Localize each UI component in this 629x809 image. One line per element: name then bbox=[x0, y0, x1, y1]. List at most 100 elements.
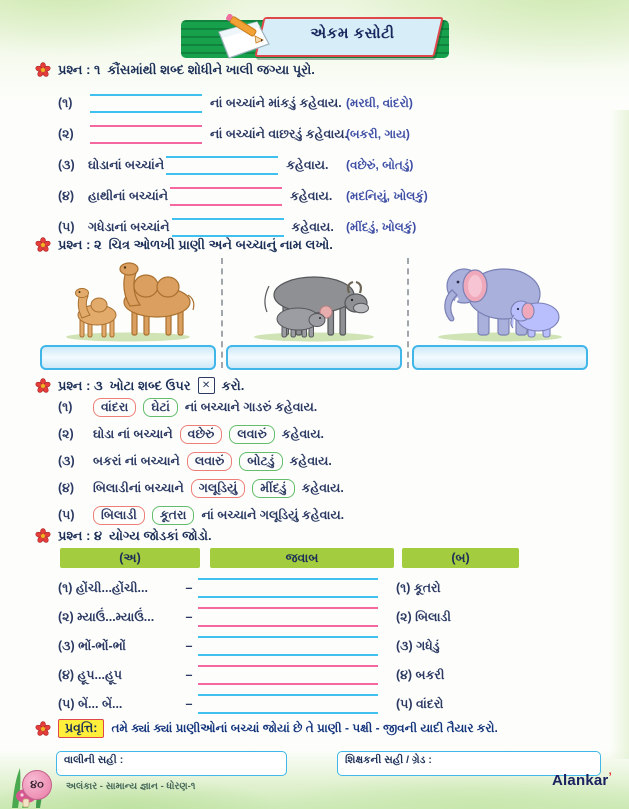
answer-blank[interactable] bbox=[198, 665, 378, 685]
q3-item-text: બિલાડીનાં બચ્ચાને bbox=[93, 481, 184, 495]
q1-options: (મીંદડું, ખોલકું) bbox=[346, 220, 417, 234]
q3-item-text: કહેવાય. bbox=[301, 481, 344, 495]
q3-item: (૨) ઘોડા નાં બચ્ચાને વછેરું લવારું કહેવા… bbox=[58, 421, 606, 448]
answer-blank[interactable] bbox=[198, 694, 378, 714]
word-choice-green[interactable]: કૂતરા bbox=[151, 506, 195, 525]
q3-header: પ્રશ્ન : ૩ ખોટા શબ્દ ઉપર ✕ કરો. bbox=[35, 377, 244, 394]
q3-title-post: કરો. bbox=[221, 377, 245, 393]
footer-book-title: અલંકાર - સામાન્ય જ્ઞાન - ધોરણ-૧ bbox=[66, 781, 196, 792]
sound-item: (૨) મ્યાઉં...મ્યાઉં... bbox=[58, 609, 155, 624]
q3-item: (૧) વાંદરા ઘેટાં નાં બચ્ચાને ગાડરું કહેવ… bbox=[58, 394, 606, 421]
q4-label: પ્રશ્ન : ૪ bbox=[58, 528, 103, 543]
banner-title: એકમ કસોટી bbox=[310, 25, 395, 42]
flower-icon bbox=[35, 720, 51, 737]
camel-with-baby-illustration bbox=[40, 258, 216, 342]
q4-match-table: (અ) જવાબ (બ) (૧) હોંચી...હોંચી... – (૧) … bbox=[0, 548, 629, 720]
dashed-divider bbox=[407, 258, 409, 368]
q1-label: પ્રશ્ન : ૧ bbox=[58, 62, 101, 77]
word-choice-green[interactable]: ઘેટાં bbox=[143, 398, 178, 417]
q4-row: (૫) બેં... બેં... – (૫) વાંદરો bbox=[58, 691, 618, 717]
publisher-logo-text: Alankar bbox=[552, 772, 609, 789]
sound-item: (૫) બેં... બેં... bbox=[58, 696, 123, 711]
q1-item: (૧) નાં બચ્ચાંને માંકડું કહેવાય. (મરઘી, … bbox=[58, 88, 606, 119]
item-number: (૩) bbox=[58, 454, 75, 468]
word-choice-red[interactable]: બિલાડી bbox=[93, 506, 145, 525]
fill-blank[interactable] bbox=[166, 156, 279, 175]
q2-picture-panels bbox=[40, 258, 588, 370]
word-choice-red[interactable]: ગલૂડિયું bbox=[190, 479, 246, 498]
dashed-divider bbox=[221, 258, 223, 368]
answer-blank[interactable] bbox=[198, 578, 378, 598]
item-number: (૧) bbox=[58, 400, 73, 414]
flower-icon bbox=[35, 377, 51, 394]
guardian-signature-box[interactable]: વાલીની સહી : bbox=[56, 751, 287, 776]
q1-items: (૧) નાં બચ્ચાંને માંકડું કહેવાય. (મરઘી, … bbox=[58, 88, 606, 243]
q4-row: (૩) ભોં-ભોં-ભોં – (૩) ગધેડું bbox=[58, 633, 618, 659]
q1-item-text: ઘોડાનાં બચ્ચાંને bbox=[88, 158, 165, 172]
match-dash: – bbox=[185, 610, 193, 624]
q2-answer-box[interactable] bbox=[40, 345, 216, 370]
flower-icon bbox=[35, 62, 51, 78]
word-choice-red[interactable]: લવારું bbox=[186, 452, 233, 471]
unit-test-banner: એકમ કસોટી bbox=[180, 13, 449, 62]
q1-options: (વછેરું, બોતડું) bbox=[346, 158, 414, 172]
q1-item-text: ગધેડાનાં બચ્ચાંને bbox=[88, 220, 170, 234]
q1-item-text: હાથીનાં બચ્ચાંને bbox=[88, 189, 169, 203]
match-dash: – bbox=[185, 697, 193, 711]
answer-blank[interactable] bbox=[198, 607, 378, 627]
q4-row: (૪) હૂપ...હૂપ – (૪) બકરી bbox=[58, 662, 618, 688]
q3-label: પ્રશ્ન : ૩ bbox=[58, 377, 103, 393]
q1-item: (૫) ગધેડાનાં બચ્ચાંને કહેવાય. (મીંદડું, … bbox=[58, 212, 606, 243]
q2-answer-box[interactable] bbox=[412, 345, 588, 370]
animal-item: (૫) વાંદરો bbox=[396, 696, 444, 711]
animal-item: (૪) બકરી bbox=[396, 667, 445, 682]
q3-item-text: કહેવાય. bbox=[281, 427, 325, 441]
q1-title: કૌંસમાંથી શબ્દ શોધીને ખાલી જગ્યા પૂરો. bbox=[107, 62, 315, 77]
item-number: (૪) bbox=[58, 189, 75, 203]
column-header-b: (બ) bbox=[402, 548, 519, 568]
word-choice-red[interactable]: વાંદરા bbox=[93, 398, 137, 417]
q1-item-text: નાં બચ્ચાંને માંકડું કહેવાય. bbox=[210, 96, 342, 110]
word-choice-red[interactable]: વછેરું bbox=[179, 425, 223, 444]
q1-item-text: કહેવાય. bbox=[290, 189, 333, 203]
word-choice-green[interactable]: મીંદડું bbox=[252, 479, 295, 498]
q1-options: (મરઘી, વાંદરો) bbox=[346, 96, 413, 110]
word-choice-green[interactable]: બોટડું bbox=[239, 452, 283, 471]
q2-answer-box[interactable] bbox=[226, 345, 402, 370]
crossed-box-icon: ✕ bbox=[197, 377, 215, 394]
q3-item-text: નાં બચ્ચાને ગાડરું કહેવાય. bbox=[184, 400, 318, 414]
fill-blank[interactable] bbox=[90, 125, 202, 144]
q3-item: (૩) બકરાં નાં બચ્ચાને લવારું બોટડું કહેવ… bbox=[58, 448, 606, 475]
column-header-a: (અ) bbox=[60, 548, 200, 568]
q1-options: (મદનિયું, ખોલકું) bbox=[346, 189, 428, 203]
answer-blank[interactable] bbox=[198, 636, 378, 656]
cow-with-calf-illustration bbox=[226, 258, 402, 342]
q3-item: (૫) બિલાડી કૂતરા નાં બચ્ચાને ગલૂડિયું કહ… bbox=[58, 502, 606, 529]
page-number-badge: ૪૦ bbox=[22, 770, 52, 800]
item-number: (૧) bbox=[58, 96, 73, 110]
animal-item: (૧) કૂતરો bbox=[396, 580, 441, 595]
fill-blank[interactable] bbox=[90, 94, 202, 113]
q4-header: પ્રશ્ન : ૪ યોગ્ય જોડકાં જોડો. bbox=[35, 528, 212, 544]
activity-row: પ્રવૃત્તિ: તમે ક્યાં ક્યાં પ્રાણીઓનાં બચ… bbox=[35, 719, 498, 738]
column-header-answer: જવાબ bbox=[210, 548, 394, 568]
cross-mark: ✕ bbox=[201, 379, 211, 391]
sound-item: (૩) ભોં-ભોં-ભોં bbox=[58, 638, 126, 653]
fill-blank[interactable] bbox=[170, 187, 283, 206]
q3-item-text: બકરાં નાં બચ્ચાને bbox=[93, 454, 180, 468]
q2-label: પ્રશ્ન : ૨ bbox=[58, 237, 102, 252]
activity-label: પ્રવૃત્તિ: bbox=[58, 719, 105, 738]
teacher-signature-box[interactable]: શિક્ષકની સહી / ગ્રેડ : bbox=[337, 751, 601, 776]
teacher-signature-label: શિક્ષકની સહી / ગ્રેડ : bbox=[345, 754, 432, 766]
q4-row: (૨) મ્યાઉં...મ્યાઉં... – (૨) બિલાડી bbox=[58, 604, 618, 630]
q1-item-text: કહેવાય. bbox=[286, 158, 329, 172]
word-choice-green[interactable]: લવારું bbox=[229, 425, 275, 444]
match-dash: – bbox=[185, 581, 193, 595]
sound-item: (૧) હોંચી...હોંચી... bbox=[58, 580, 148, 595]
flower-icon bbox=[35, 237, 51, 253]
q2-title: ચિત્ર ઓળખી પ્રાણી અને બચ્ચાનું નામ લખો. bbox=[108, 237, 333, 252]
q1-item: (૩) ઘોડાનાં બચ્ચાંને કહેવાય. (વછેરું, બો… bbox=[58, 150, 606, 181]
fill-blank[interactable] bbox=[171, 218, 284, 237]
q3-item-text: નાં બચ્ચાને ગલૂડિયું કહેવાય. bbox=[201, 508, 345, 522]
